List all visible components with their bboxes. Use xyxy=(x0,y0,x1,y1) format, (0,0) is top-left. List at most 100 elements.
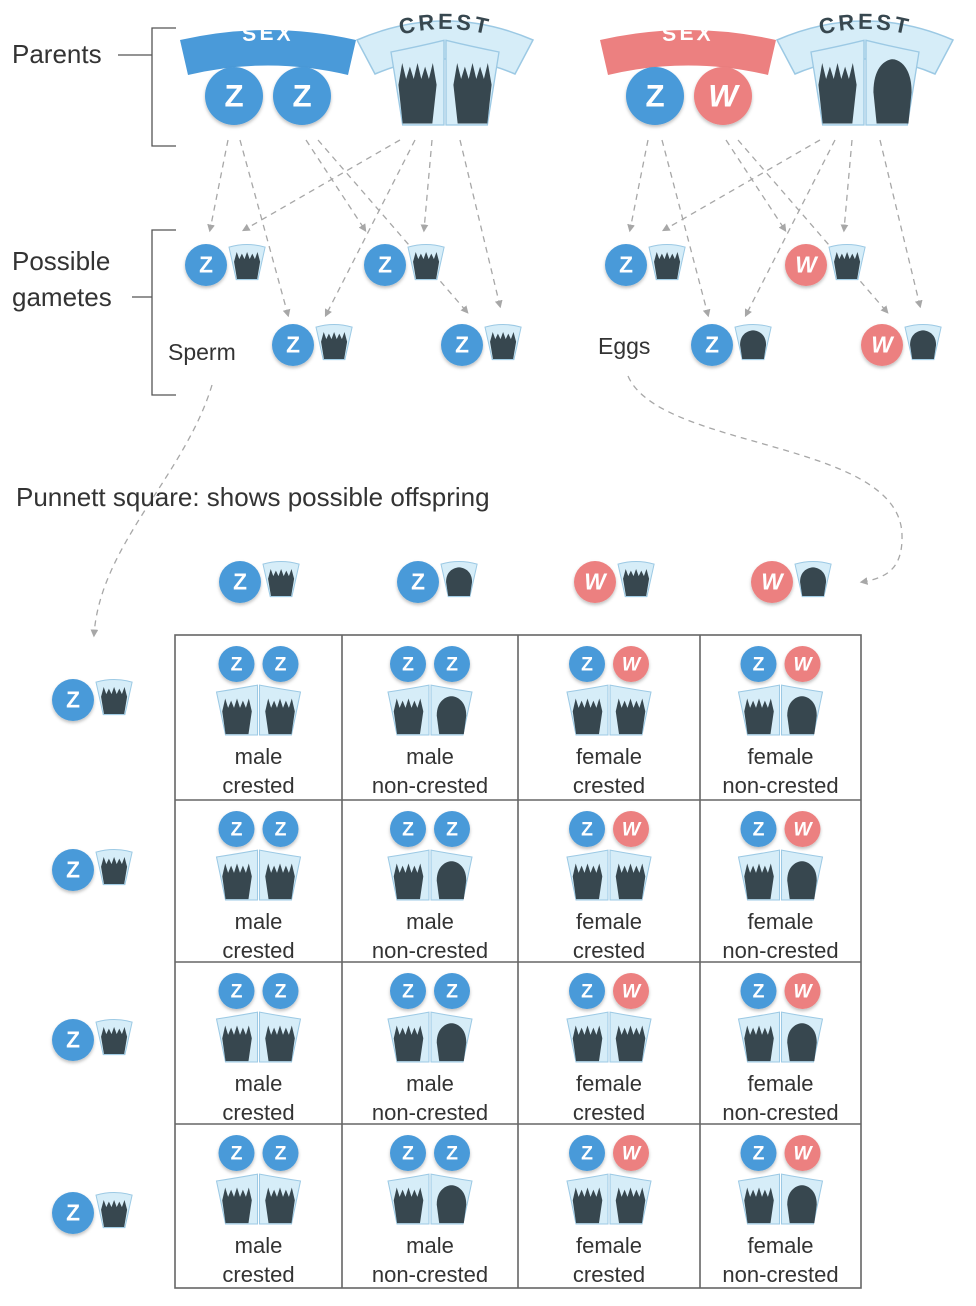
punnett-grid xyxy=(174,634,862,1289)
crest-allele-icon xyxy=(904,323,942,361)
crest-allele-icon xyxy=(258,684,302,736)
sex-chromosome-icon: Z xyxy=(218,973,255,1009)
crest-allele-icon xyxy=(258,1011,302,1063)
sperm-gamete: Z xyxy=(272,323,353,366)
sex-chromosome-icon: Z xyxy=(219,561,261,603)
offspring-crest-label: non-crested xyxy=(371,773,489,798)
punnett-row-header: Z xyxy=(52,1191,133,1234)
sex-chromosome-icon: Z xyxy=(626,67,684,125)
sex-chromosome-icon: W xyxy=(784,1135,821,1171)
sex-chromosome-icon: Z xyxy=(205,67,263,125)
svg-text:Z: Z xyxy=(378,252,392,278)
crest-allele-icon xyxy=(566,684,609,736)
sex-chromosome-icon: Z xyxy=(390,811,426,847)
svg-text:Z: Z xyxy=(231,1142,243,1164)
svg-text:Z: Z xyxy=(455,332,469,358)
sex-chromosome-icon: W xyxy=(613,1135,649,1171)
sex-chromosome-icon: Z xyxy=(569,1135,605,1171)
svg-text:Z: Z xyxy=(233,569,247,595)
crest-allele-icon xyxy=(430,1011,473,1063)
gametes-bracket xyxy=(132,229,176,396)
sex-chromosome-icon: W xyxy=(694,67,752,125)
offspring-sex-label: male xyxy=(406,1233,454,1258)
sex-chromosome-icon: Z xyxy=(218,811,255,847)
mother-sex-banner: SEX xyxy=(600,22,776,75)
offspring-sex-label: female xyxy=(747,1233,814,1258)
svg-text:Z: Z xyxy=(66,1200,80,1226)
svg-text:W: W xyxy=(622,653,642,675)
svg-text:W: W xyxy=(761,569,785,595)
offspring-sex-label: female xyxy=(747,744,814,769)
offspring-crest-label: non-crested xyxy=(722,1262,839,1287)
crest-allele-icon xyxy=(617,560,655,598)
crest-allele-icon xyxy=(430,684,473,736)
punnett-column-header: W xyxy=(574,560,655,603)
sex-chromosome-icon: Z xyxy=(52,679,94,721)
gametes-label: gametes xyxy=(12,282,112,312)
eggs-label: Eggs xyxy=(598,333,651,359)
crest-allele-icon xyxy=(215,1173,259,1225)
punnett-title: Punnett square: shows possible offspring xyxy=(16,482,490,512)
svg-text:Z: Z xyxy=(275,1142,287,1164)
sex-chromosome-icon: Z xyxy=(262,1135,299,1171)
svg-text:Z: Z xyxy=(199,252,213,278)
crest-allele-icon xyxy=(445,39,500,126)
svg-text:Z: Z xyxy=(286,332,300,358)
svg-text:Z: Z xyxy=(619,252,633,278)
offspring-crest-pair xyxy=(566,849,652,901)
sex-chromosome-icon: Z xyxy=(52,1192,94,1234)
crest-allele-icon xyxy=(95,1018,133,1056)
sex-chromosome-icon: Z xyxy=(740,973,777,1009)
offspring-crest-label: non-crested xyxy=(371,1262,489,1287)
offspring-crest-label: crested xyxy=(222,938,295,963)
crest-allele-icon xyxy=(737,1011,781,1063)
crest-allele-icon xyxy=(865,39,920,126)
crest-allele-icon xyxy=(390,39,445,126)
crest-allele-icon xyxy=(794,560,832,598)
crest-allele-icon xyxy=(737,684,781,736)
sex-chromosome-icon: Z xyxy=(740,1135,777,1171)
sperm-gamete: Z xyxy=(364,243,445,286)
punnett-row-header: Z xyxy=(52,1018,133,1061)
father-crest-banner: CREST xyxy=(355,9,535,75)
svg-text:Z: Z xyxy=(581,1142,593,1164)
crest-allele-icon xyxy=(228,243,266,281)
svg-text:Z: Z xyxy=(446,818,458,840)
svg-text:Z: Z xyxy=(581,653,593,675)
offspring-crest-pair xyxy=(737,1173,824,1225)
crest-allele-icon xyxy=(780,849,824,901)
crest-allele-icon xyxy=(258,849,302,901)
svg-text:Z: Z xyxy=(66,1027,80,1053)
svg-text:W: W xyxy=(622,1142,642,1164)
offspring-crest-pair xyxy=(387,1011,473,1063)
svg-text:Z: Z xyxy=(753,818,765,840)
crest-allele-icon xyxy=(215,849,259,901)
svg-text:W: W xyxy=(793,653,813,675)
sex-chromosome-icon: Z xyxy=(605,244,647,286)
offspring-crest-pair xyxy=(387,849,473,901)
offspring-crest-label: non-crested xyxy=(722,773,839,798)
sex-chromosome-icon: Z xyxy=(262,646,299,682)
offspring-crest-label: non-crested xyxy=(371,938,489,963)
svg-text:Z: Z xyxy=(581,818,593,840)
sex-chromosome-icon: W xyxy=(784,646,821,682)
crest-allele-icon xyxy=(430,849,473,901)
svg-text:W: W xyxy=(793,1142,813,1164)
offspring-sex-label: female xyxy=(747,1071,814,1096)
svg-text:Z: Z xyxy=(231,818,243,840)
egg-gamete: W xyxy=(785,243,866,286)
punnett-column-header: Z xyxy=(219,560,300,603)
offspring-sex-label: male xyxy=(234,909,283,934)
crest-allele-icon xyxy=(95,678,133,716)
svg-text:W: W xyxy=(793,980,813,1002)
crest-allele-icon xyxy=(387,1011,430,1063)
svg-text:W: W xyxy=(622,818,642,840)
